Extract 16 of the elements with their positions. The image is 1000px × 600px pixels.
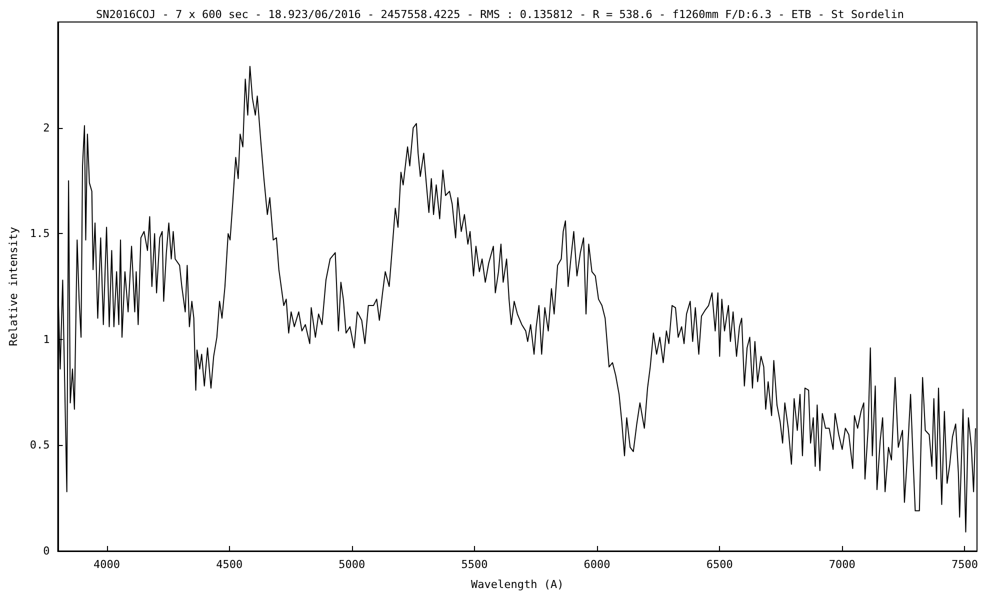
x-axis-title: Wavelength (A) xyxy=(471,578,564,591)
y-tick-label: 0 xyxy=(43,544,50,558)
x-tick-label: 4000 xyxy=(94,558,120,571)
x-tick-label: 4500 xyxy=(216,558,243,571)
x-tick-label: 7000 xyxy=(828,558,856,571)
x-tick-label: 5500 xyxy=(461,558,488,571)
y-tick-label: 1.5 xyxy=(30,227,50,240)
chart-title: SN2016COJ - 7 x 600 sec - 18.923/06/2016 - 2457558.4225 - RMS : 0.135812 - R = 538.6 - f1260mm F/D:6.3 - ETB - St Sordelin xyxy=(96,8,904,21)
y-tick-label: 0.5 xyxy=(30,438,50,452)
x-tick-label: 6500 xyxy=(706,558,733,571)
x-tick-label: 7500 xyxy=(951,558,978,571)
y-axis-title: Relative intensity xyxy=(7,226,20,346)
y-tick-label: 2 xyxy=(43,121,50,134)
y-tick-label: 1 xyxy=(43,332,50,346)
x-tick-label: 6000 xyxy=(584,558,610,571)
x-tick-label: 5000 xyxy=(338,558,366,571)
